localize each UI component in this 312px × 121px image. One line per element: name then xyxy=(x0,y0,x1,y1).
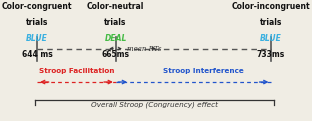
Text: BLUE: BLUE xyxy=(26,34,48,43)
Text: BLUE: BLUE xyxy=(260,34,282,43)
Text: Color-neutral: Color-neutral xyxy=(87,2,144,11)
Text: 733ms: 733ms xyxy=(257,50,285,59)
Text: Stroop Interference: Stroop Interference xyxy=(163,68,244,74)
Text: trials: trials xyxy=(105,18,127,27)
Text: mean RTs: mean RTs xyxy=(127,45,161,53)
Text: Stroop Facilitation: Stroop Facilitation xyxy=(39,68,114,74)
Text: trials: trials xyxy=(260,18,282,27)
Text: Color-congruent: Color-congruent xyxy=(2,2,72,11)
Text: DEAL: DEAL xyxy=(105,34,127,43)
Text: Overall Stroop (Congruency) effect: Overall Stroop (Congruency) effect xyxy=(90,102,217,108)
Text: trials: trials xyxy=(26,18,48,27)
Text: 665ms: 665ms xyxy=(101,50,129,59)
Text: Color-incongruent: Color-incongruent xyxy=(232,2,310,11)
Text: 644 ms: 644 ms xyxy=(22,50,52,59)
